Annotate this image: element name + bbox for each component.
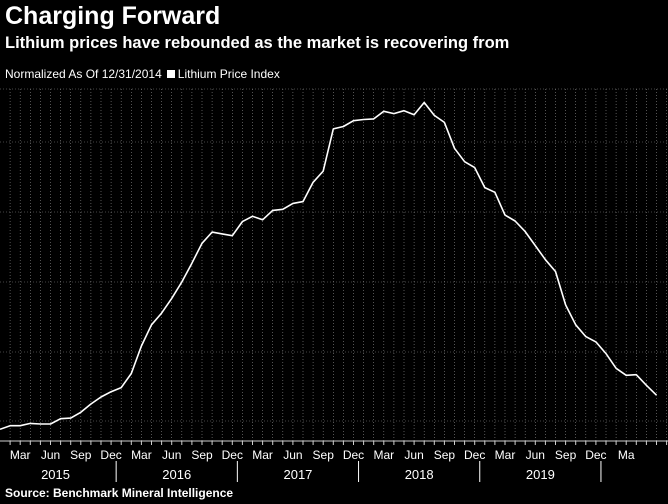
x-tick-label: Jun	[162, 448, 181, 462]
source-note: Source: Benchmark Mineral Intelligence	[5, 486, 234, 500]
x-tick-label: Dec	[343, 448, 364, 462]
x-year-label: 2019	[526, 467, 555, 482]
chart-subtitle: Lithium prices have rebounded as the mar…	[5, 34, 510, 52]
x-tick-label: Jun	[41, 448, 60, 462]
chart-title: Charging Forward	[5, 2, 221, 30]
legend-swatch	[166, 70, 175, 78]
x-tick-label: Dec	[585, 448, 606, 462]
x-tick-label: Mar	[252, 448, 273, 462]
x-year-label: 2017	[283, 467, 312, 482]
x-tick-label: Sep	[434, 448, 456, 462]
x-year-label: 2018	[405, 467, 434, 482]
x-tick-label: Jun	[404, 448, 423, 462]
x-tick-label: Mar	[131, 448, 152, 462]
x-tick-label: Mar	[10, 448, 31, 462]
x-year-label: 2016	[162, 467, 191, 482]
x-year-label: 2015	[41, 467, 70, 482]
legend: Normalized As Of 12/31/2014 Lithium Pric…	[5, 67, 280, 81]
x-tick-label: Dec	[100, 448, 121, 462]
legend-series-label: Lithium Price Index	[177, 67, 280, 81]
x-tick-label: Mar	[373, 448, 394, 462]
x-tick-label: Sep	[191, 448, 213, 462]
x-tick-label: Sep	[555, 448, 577, 462]
x-tick-label: Jun	[526, 448, 545, 462]
series-line-lithium-price-index	[0, 101, 658, 431]
x-tick-label: Dec	[464, 448, 485, 462]
x-tick-label: Mar	[495, 448, 516, 462]
x-tick-label: Dec	[222, 448, 243, 462]
x-tick-label: Sep	[313, 448, 335, 462]
x-tick-label: Jun	[283, 448, 302, 462]
x-tick-label: Ma	[618, 448, 635, 462]
legend-normalization-note: Normalized As Of 12/31/2014	[5, 67, 162, 81]
x-tick-label: Sep	[70, 448, 92, 462]
